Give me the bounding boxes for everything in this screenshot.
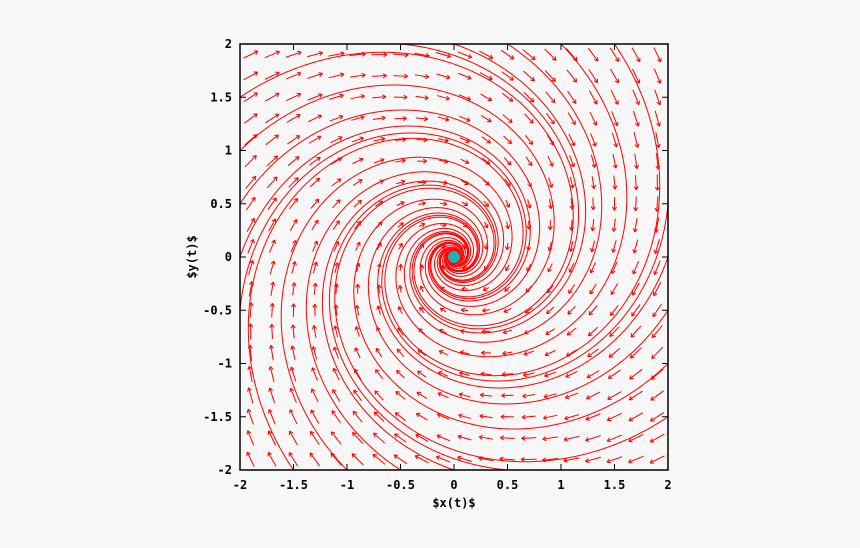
x-tick-label: -2 <box>233 478 247 492</box>
x-tick-label: 0 <box>450 478 457 492</box>
y-tick-label: 2 <box>225 37 232 51</box>
x-tick-label: 1.5 <box>604 478 626 492</box>
axis-ticks: -2 -1.5 -1 -0.5 0 0.5 1 1.5 2 -2 -1.5 -1 -0.5 0 0.5 1 1.… <box>203 37 672 492</box>
y-axis-label: $y(t)$ <box>185 235 199 278</box>
x-tick-label: -1.5 <box>279 478 308 492</box>
y-tick-label: 0 <box>225 250 232 264</box>
y-tick-label: -1 <box>218 357 232 371</box>
y-tick-label: 1 <box>225 144 232 158</box>
vector-field <box>243 47 665 467</box>
y-tick-label: -1.5 <box>203 410 232 424</box>
x-axis-label: $x(t)$ <box>432 496 475 510</box>
x-tick-label: 1 <box>557 478 564 492</box>
x-tick-label: -0.5 <box>386 478 415 492</box>
trajectories <box>239 43 669 471</box>
y-tick-label: 1.5 <box>210 90 232 104</box>
x-tick-label: 2 <box>664 478 671 492</box>
x-tick-label: 0.5 <box>497 478 519 492</box>
equilibrium-point <box>448 251 460 263</box>
x-tick-label: -1 <box>340 478 354 492</box>
y-tick-label: -0.5 <box>203 303 232 317</box>
y-tick-label: 0.5 <box>210 197 232 211</box>
y-tick-label: -2 <box>218 463 232 477</box>
